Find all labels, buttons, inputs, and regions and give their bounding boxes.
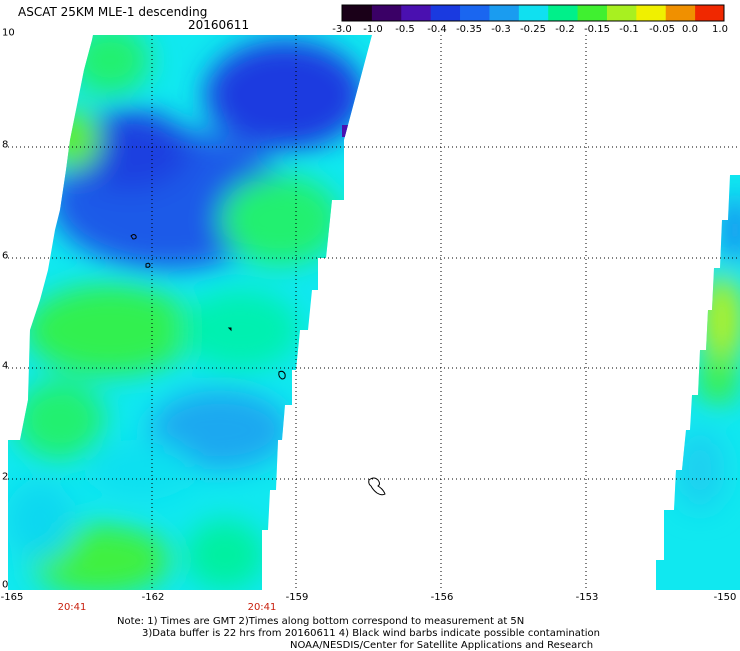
colorbar-label: -0.4 xyxy=(427,24,447,35)
colorbar-label: -0.35 xyxy=(456,24,482,35)
lat-label: 0 xyxy=(2,579,9,591)
island-outlines xyxy=(130,234,386,496)
colorbar-swatch xyxy=(371,5,402,21)
lon-label: -159 xyxy=(285,592,309,603)
colorbar-swatch xyxy=(577,5,607,21)
lat-label: 6 xyxy=(2,250,9,262)
colorbar xyxy=(341,4,725,22)
colorbar-label: -1.0 xyxy=(363,24,383,35)
colorbar-label: -3.0 xyxy=(332,24,352,35)
lon-label: -150 xyxy=(713,592,737,603)
colorbar-swatch xyxy=(459,5,490,21)
lon-label: -165 xyxy=(0,592,24,603)
right-swath xyxy=(656,175,740,590)
colorbar-frame xyxy=(341,4,725,22)
colorbar-swatch xyxy=(665,5,696,21)
colorbar-label: -0.25 xyxy=(520,24,546,35)
lat-label: 4 xyxy=(2,360,9,372)
map-title: ASCAT 25KM MLE-1 descending xyxy=(18,5,208,19)
colorbar-label: -0.1 xyxy=(619,24,639,35)
colorbar-swatch xyxy=(547,5,578,21)
colorbar-label: -0.05 xyxy=(649,24,675,35)
colorbar-label: -0.2 xyxy=(555,24,575,35)
time-label: 20:41 xyxy=(247,602,277,613)
colorbar-swatch xyxy=(518,5,549,21)
lon-label: -162 xyxy=(141,592,165,603)
colorbar-label: -0.15 xyxy=(584,24,610,35)
left-swath xyxy=(8,35,372,590)
lat-label: 2 xyxy=(2,471,9,483)
lon-label: -153 xyxy=(575,592,599,603)
colorbar-label: -0.3 xyxy=(491,24,511,35)
time-label: 20:41 xyxy=(57,602,87,613)
colorbar-swatch xyxy=(694,5,725,21)
colorbar-swatch xyxy=(430,5,461,21)
colorbar-label: -0.5 xyxy=(395,24,415,35)
colorbar-swatch xyxy=(342,5,372,21)
lon-label: -156 xyxy=(430,592,454,603)
note-line: Note: 1) Times are GMT 2)Times along bot… xyxy=(117,616,525,627)
map-date: 20160611 xyxy=(188,18,250,32)
credit-line: NOAA/NESDIS/Center for Satellite Applica… xyxy=(290,640,594,651)
colorbar-swatch xyxy=(635,5,666,21)
note-line: 3)Data buffer is 22 hrs from 20160611 4)… xyxy=(142,628,600,639)
colorbar-label: 0.0 xyxy=(682,24,698,35)
colorbar-label: 1.0 xyxy=(712,24,728,35)
colorbar-swatch xyxy=(400,5,431,21)
grid-lines xyxy=(8,35,740,590)
lat-label: 10 xyxy=(2,27,15,39)
lat-label: 8 xyxy=(2,139,9,151)
colorbar-swatch xyxy=(606,5,637,21)
colorbar-swatch xyxy=(488,5,519,21)
